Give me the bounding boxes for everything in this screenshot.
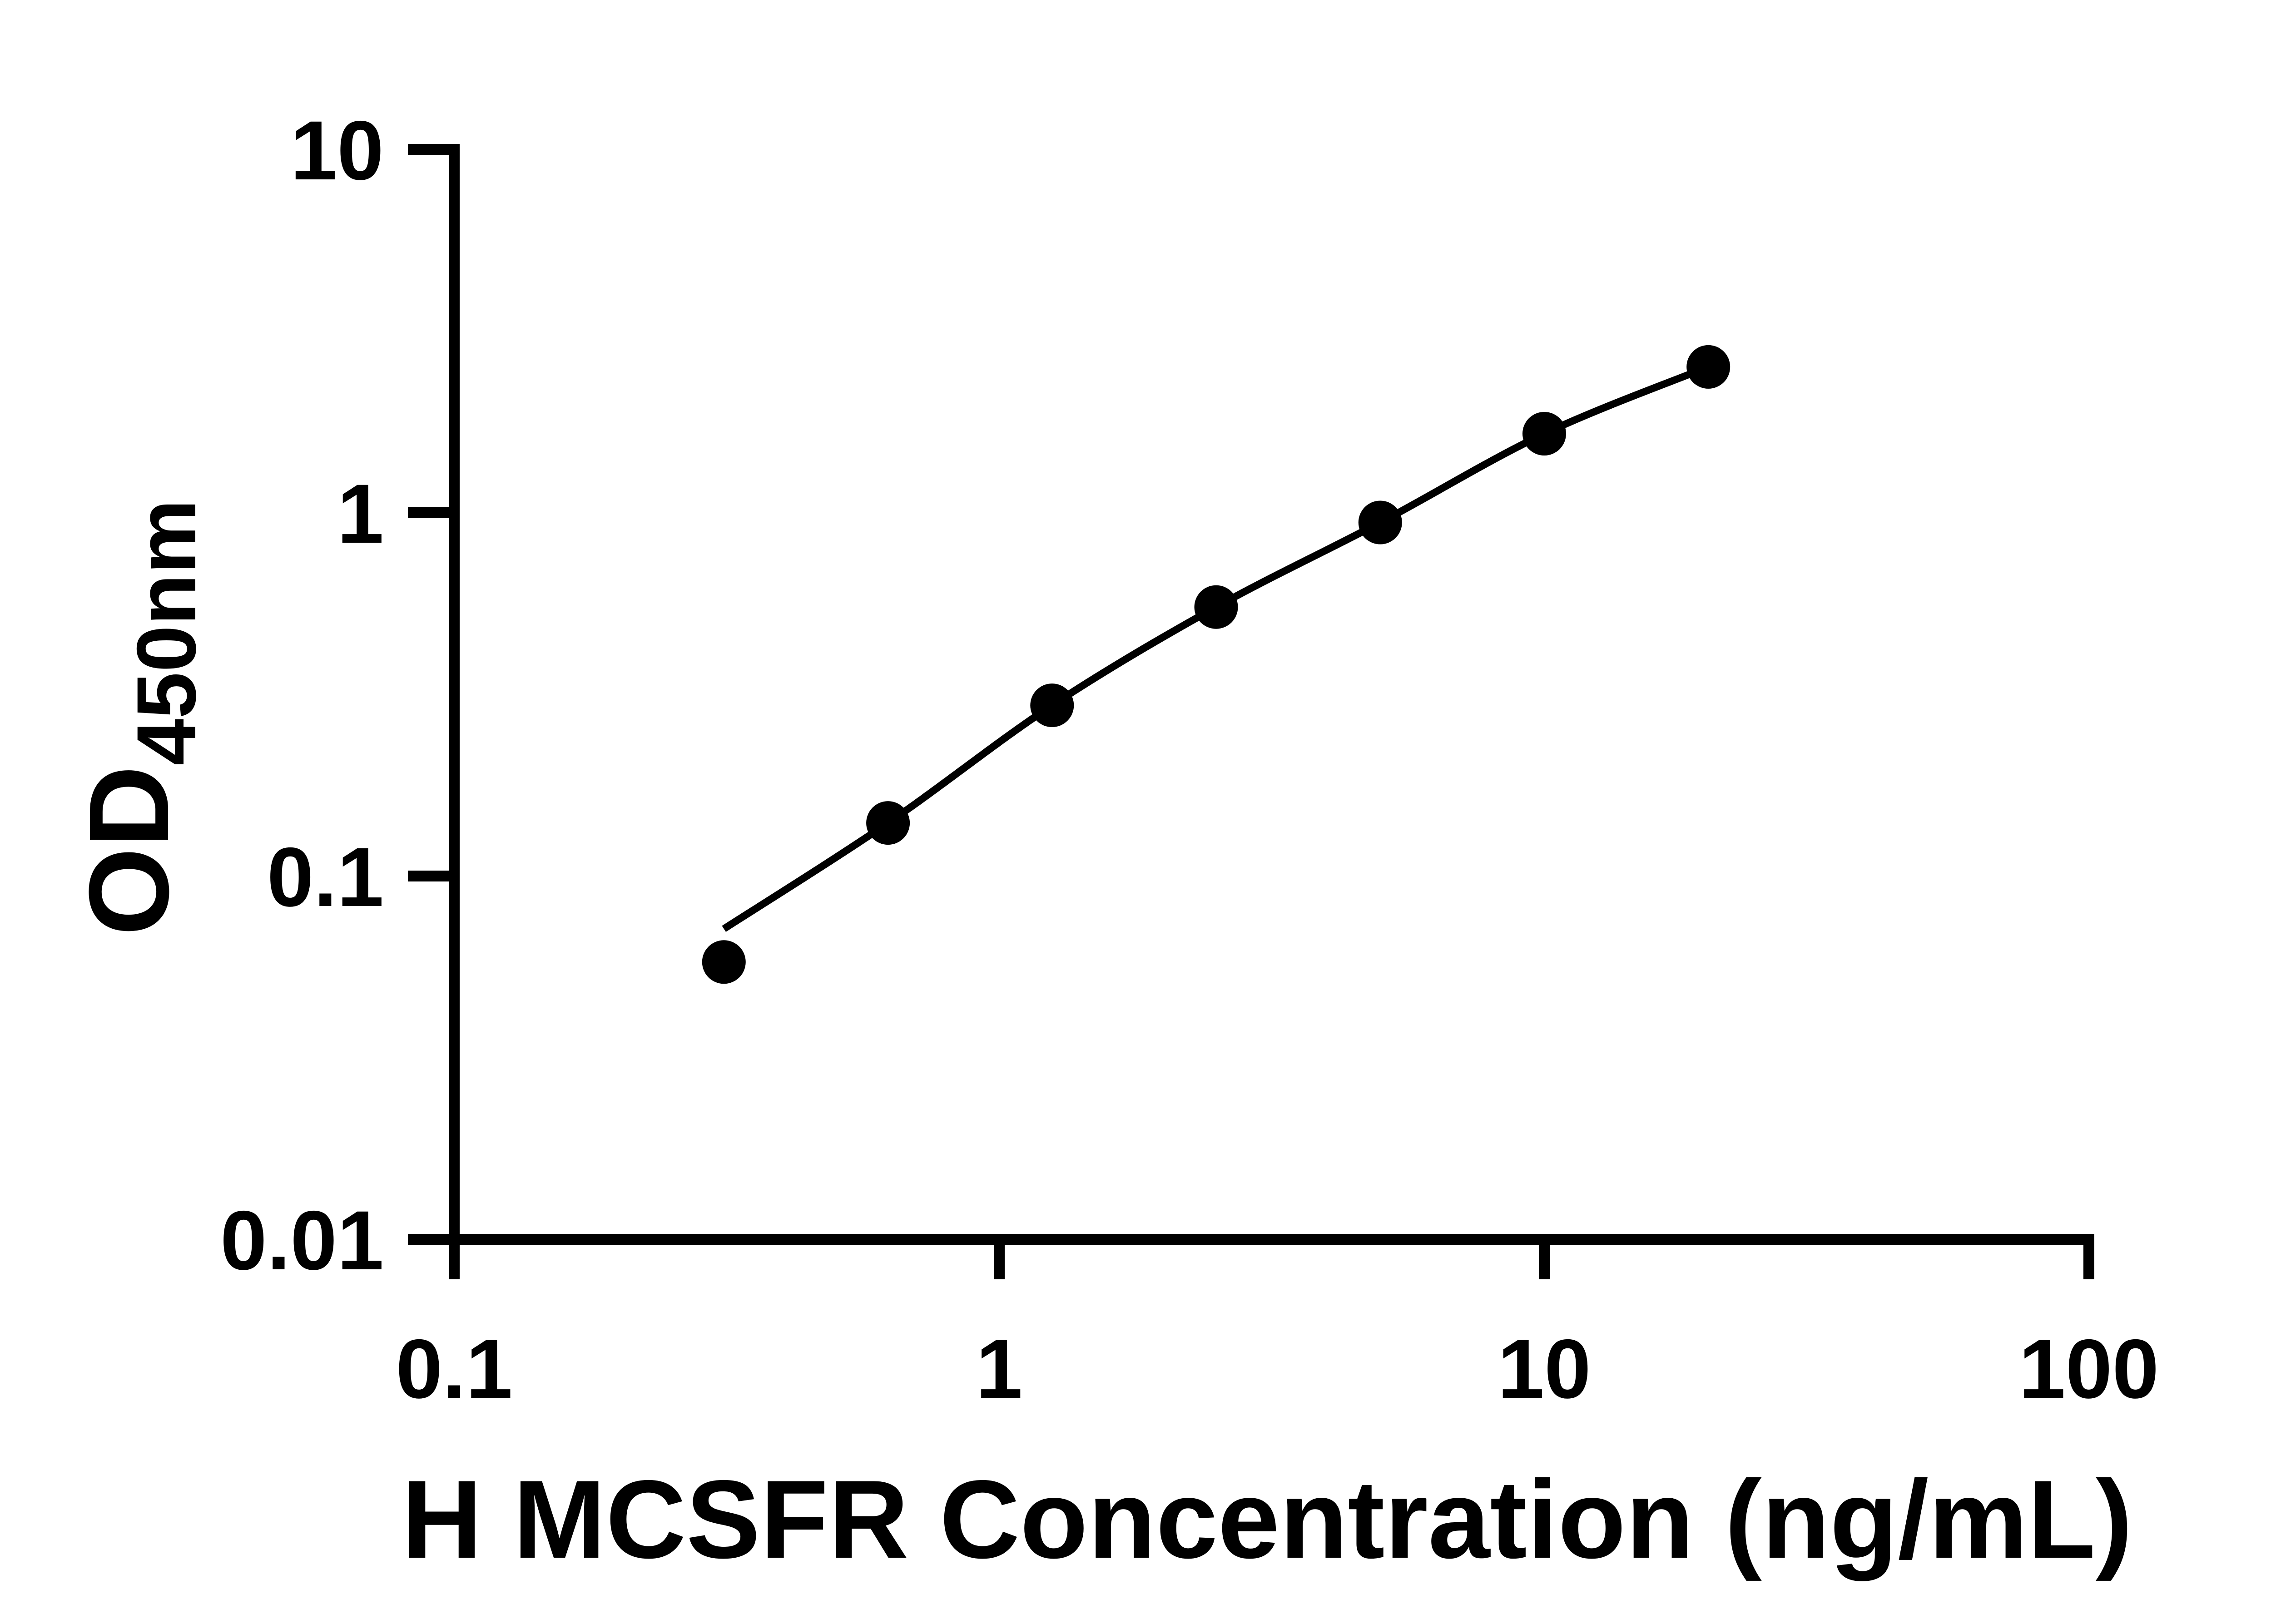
x-tick-label: 0.1 bbox=[396, 1322, 512, 1416]
y-tick-label: 10 bbox=[290, 104, 384, 198]
y-axis-title-main: OD bbox=[65, 766, 192, 936]
data-point bbox=[1522, 412, 1566, 456]
x-tick-label: 1 bbox=[976, 1322, 1023, 1416]
data-points-layer bbox=[702, 345, 1731, 984]
y-tick-label: 0.1 bbox=[267, 831, 384, 924]
data-point bbox=[866, 801, 910, 845]
x-tick-label: 100 bbox=[2019, 1322, 2159, 1416]
x-tick-label: 10 bbox=[1497, 1322, 1591, 1416]
y-tick-label: 0.01 bbox=[220, 1194, 384, 1287]
data-point bbox=[1030, 683, 1074, 728]
data-point bbox=[702, 940, 746, 984]
x-axis-title: H MCSFR Concentration (ng/mL) bbox=[402, 1457, 2133, 1581]
y-axis-title: OD450nm bbox=[65, 499, 213, 936]
fit-curve bbox=[722, 363, 1710, 932]
data-point bbox=[1686, 345, 1731, 389]
data-point bbox=[1194, 585, 1238, 629]
data-point bbox=[1358, 500, 1402, 545]
y-tick-label: 1 bbox=[337, 467, 384, 561]
y-axis-title-subscript: 450nm bbox=[120, 499, 213, 765]
